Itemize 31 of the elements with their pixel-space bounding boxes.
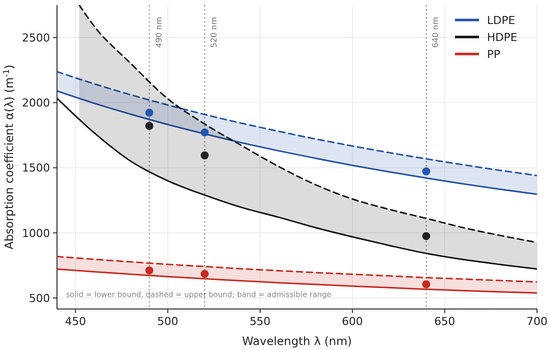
line-series: [57, 256, 537, 283]
y-tick-label: 1500: [22, 162, 50, 175]
x-tick-label: 700: [526, 315, 548, 328]
line-series: [57, 90, 537, 196]
point: [145, 266, 154, 274]
line-series: [57, 97, 537, 270]
legend-label: LDPE: [487, 14, 516, 27]
point: [145, 122, 154, 130]
x-tick-label: 550: [250, 315, 271, 328]
point: [200, 151, 209, 160]
ref-line-label: 490 nm: [154, 16, 164, 48]
x-tick-label: 450: [64, 315, 86, 328]
point: [200, 270, 209, 278]
point: [422, 280, 430, 288]
x-tick-label: 500: [157, 315, 178, 328]
line-series: [57, 70, 537, 176]
point: [422, 167, 430, 176]
point: [145, 108, 154, 117]
ref-line-label: 640 nm: [431, 16, 440, 48]
y-tick-label: 2500: [22, 32, 50, 45]
x-axis-title: Wavelength λ (nm): [242, 334, 352, 348]
y-tick-label: 1000: [22, 226, 50, 240]
x-tick-label: 600: [342, 315, 363, 328]
point: [200, 128, 209, 136]
legend-label: PP: [487, 48, 501, 61]
x-tick-label: 650: [434, 315, 456, 328]
legend-label: HDPE: [487, 31, 518, 44]
ref-line-label: 520 nm: [210, 16, 219, 48]
y-tick-label: 500: [29, 292, 50, 305]
point: [422, 232, 430, 240]
y-tick-label: 2000: [22, 96, 50, 110]
